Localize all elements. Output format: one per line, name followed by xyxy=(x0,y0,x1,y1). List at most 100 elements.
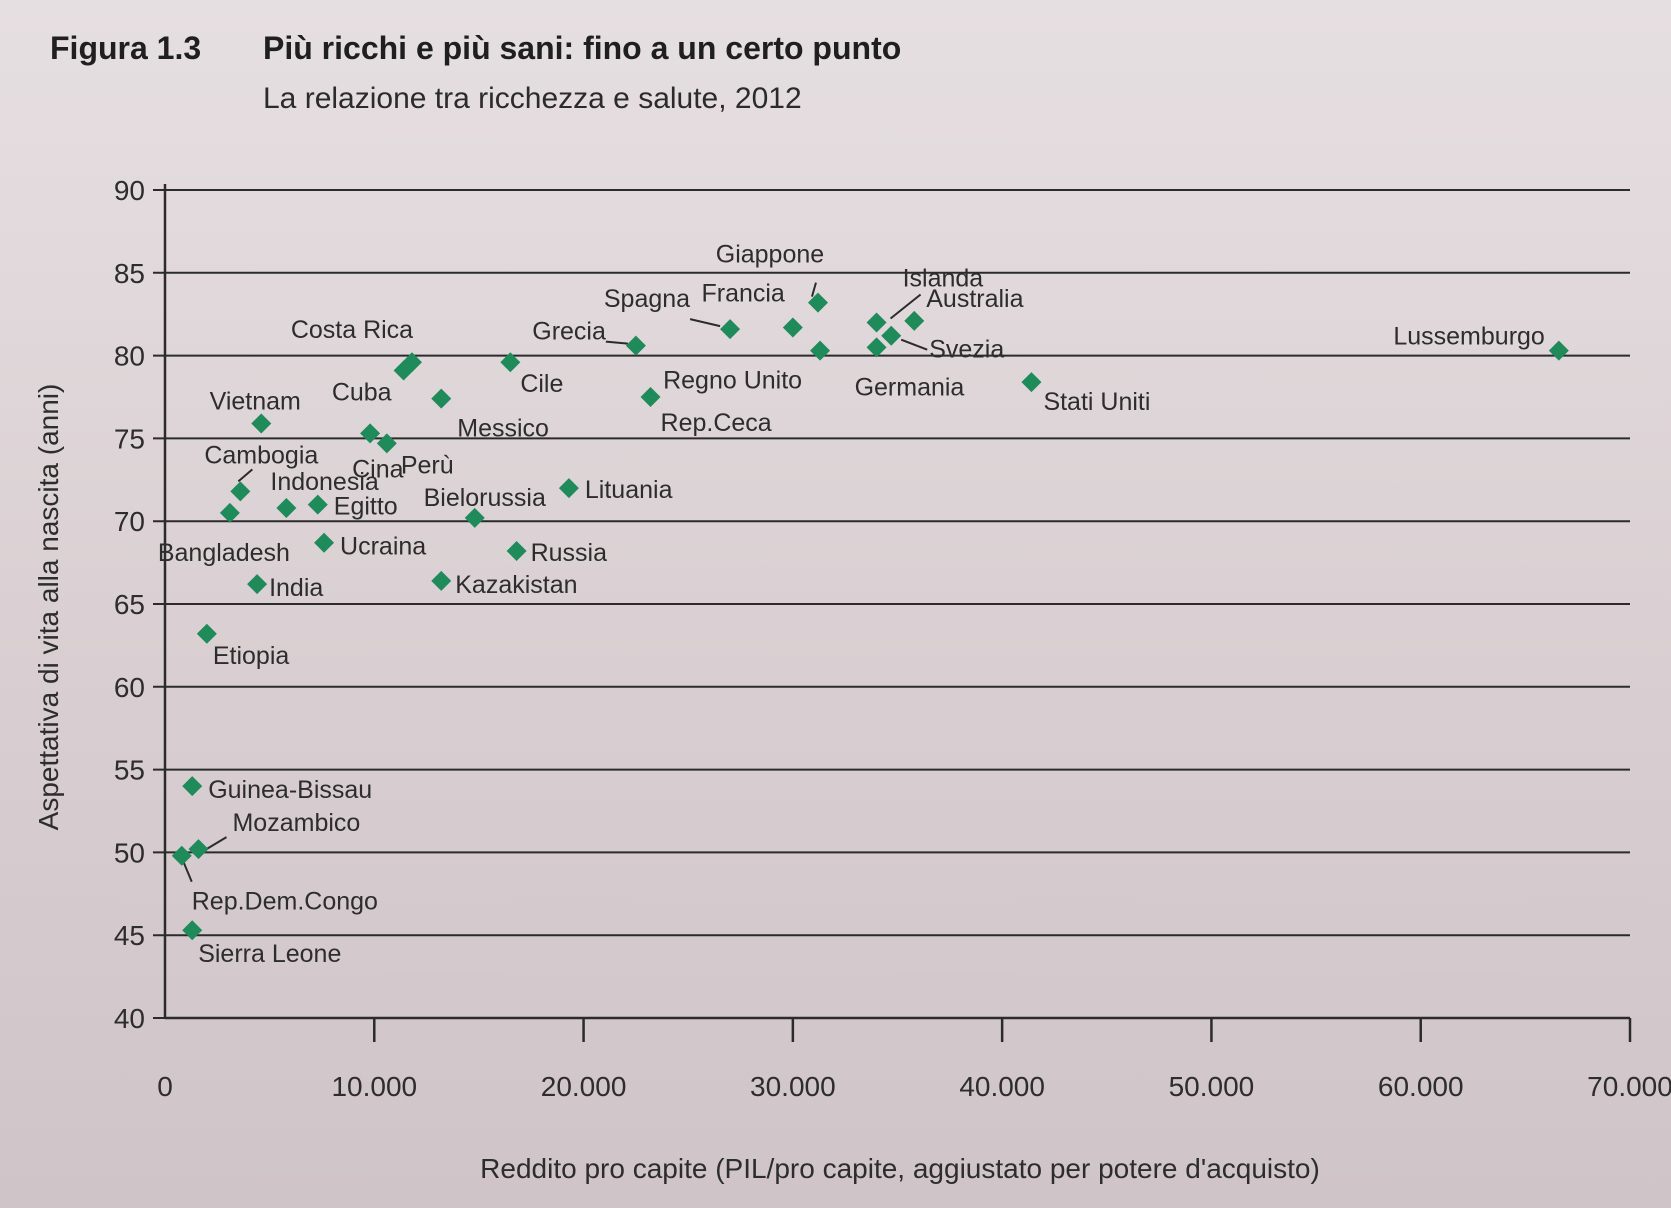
y-tick-label: 55 xyxy=(114,755,145,786)
point-label: Kazakistan xyxy=(455,571,577,599)
y-tick-label: 80 xyxy=(114,341,145,372)
y-tick-label: 85 xyxy=(114,258,145,289)
data-point xyxy=(500,352,521,373)
data-point xyxy=(720,319,741,340)
point-label: Svezia xyxy=(929,336,1004,364)
y-tick-label: 70 xyxy=(114,506,145,537)
data-point xyxy=(558,478,579,499)
x-tick-labels: 0 10.000 20.000 30.000 40.000 50.000 60.000 70.… xyxy=(157,1071,1671,1102)
data-point xyxy=(1548,340,1569,361)
data-point xyxy=(276,497,297,518)
point-label: Lituania xyxy=(585,476,673,504)
point-label: Costa Rica xyxy=(291,316,413,344)
data-point xyxy=(171,845,192,866)
leader-line xyxy=(237,468,253,483)
x-tick-label: 10.000 xyxy=(331,1071,417,1102)
x-tick-label: 50.000 xyxy=(1169,1071,1255,1102)
point-label: Guinea-Bissau xyxy=(208,776,372,804)
data-point xyxy=(188,839,209,860)
data-point xyxy=(230,481,251,502)
point-label: Australia xyxy=(926,285,1023,313)
data-point xyxy=(506,541,527,562)
point-label: Indonesia xyxy=(270,468,379,496)
data-point xyxy=(625,335,646,356)
point-label: Rep.Dem.Congo xyxy=(192,888,378,916)
data-point xyxy=(1021,372,1042,393)
leader-lines xyxy=(180,282,928,883)
x-tick-label: 60.000 xyxy=(1378,1071,1464,1102)
point-label: Islanda xyxy=(903,264,984,292)
point-label: Grecia xyxy=(532,318,606,346)
leader-line xyxy=(811,282,817,297)
data-points xyxy=(171,292,1569,941)
point-label: Bielorussia xyxy=(424,484,546,512)
point-label: Regno Unito xyxy=(663,367,802,395)
point-label: Cile xyxy=(520,370,563,398)
figure-subtitle: La relazione tra ricchezza e salute, 201… xyxy=(263,82,802,115)
point-label: Spagna xyxy=(604,285,690,313)
point-label: Russia xyxy=(531,539,608,567)
point-label: India xyxy=(269,574,323,602)
x-tick-label: 20.000 xyxy=(541,1071,627,1102)
leader-line xyxy=(900,338,928,351)
y-tick-label: 90 xyxy=(114,175,145,206)
point-label: Etiopia xyxy=(213,642,290,670)
point-label: Cina xyxy=(352,455,404,483)
y-tick-label: 75 xyxy=(114,423,145,454)
data-point xyxy=(219,502,240,523)
y-tick-label: 50 xyxy=(114,837,145,868)
point-label: Ucraina xyxy=(340,533,426,561)
data-point xyxy=(376,433,397,454)
figure-number: Figura 1.3 xyxy=(50,30,202,66)
data-point xyxy=(640,387,661,407)
data-point xyxy=(182,776,203,797)
x-tick-label: 40.000 xyxy=(959,1071,1045,1102)
point-label: Stati Uniti xyxy=(1043,388,1150,416)
data-point xyxy=(866,337,887,358)
y-tick-labels: 40 45 50 55 60 65 70 75 80 85 90 xyxy=(114,175,145,1034)
y-tick-label: 40 xyxy=(114,1003,145,1034)
leader-line xyxy=(605,340,628,345)
y-tick-label: 45 xyxy=(114,920,145,951)
leader-line xyxy=(889,293,922,320)
y-tick-label: 60 xyxy=(114,672,145,703)
figure-title: Più ricchi e più sani: fino a un certo p… xyxy=(263,30,902,66)
x-tick-label: 0 xyxy=(157,1071,173,1102)
data-point xyxy=(866,312,887,333)
point-label: Perù xyxy=(401,451,454,479)
data-point xyxy=(393,360,414,381)
data-point xyxy=(307,494,328,515)
data-point xyxy=(251,413,272,434)
data-point xyxy=(881,325,902,346)
data-point xyxy=(810,340,831,361)
leader-line xyxy=(205,836,228,850)
point-label: Sierra Leone xyxy=(198,940,341,968)
point-label: Francia xyxy=(701,279,784,307)
point-label: Cuba xyxy=(332,379,392,407)
data-point xyxy=(196,623,217,644)
data-point xyxy=(807,292,828,313)
y-tick-label: 65 xyxy=(114,589,145,620)
point-label: Cambogia xyxy=(204,441,318,469)
y-axis-title: Aspettativa di vita alla nascita (anni) xyxy=(33,384,64,831)
point-label: Lussemburgo xyxy=(1393,323,1544,351)
point-label: Germania xyxy=(855,373,965,401)
axes xyxy=(163,184,1632,1042)
x-axis-title: Reddito pro capite (PIL/pro capite, aggi… xyxy=(480,1153,1320,1184)
point-label: Egitto xyxy=(334,493,398,521)
data-point xyxy=(360,423,381,444)
point-label: Rep.Ceca xyxy=(661,409,772,437)
data-point xyxy=(182,920,203,941)
data-point xyxy=(464,507,485,528)
point-label: Messico xyxy=(457,415,549,443)
gridlines xyxy=(153,189,1630,1019)
x-tick-label: 30.000 xyxy=(750,1071,836,1102)
x-tick-label: 70.000 xyxy=(1587,1071,1671,1102)
data-point xyxy=(782,317,803,338)
point-label: Mozambico xyxy=(232,809,360,837)
point-label: Giappone xyxy=(716,241,824,269)
data-point xyxy=(247,574,268,595)
